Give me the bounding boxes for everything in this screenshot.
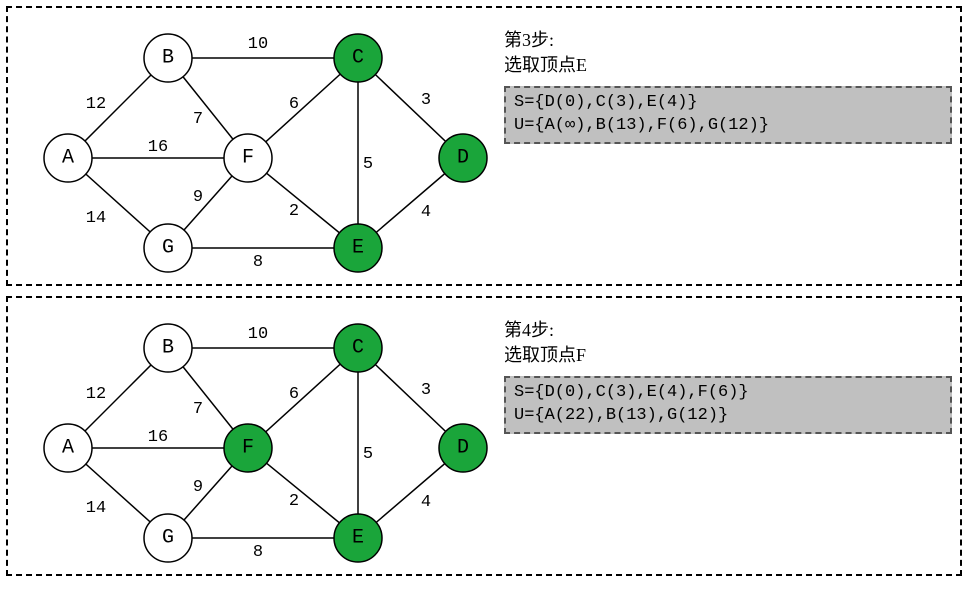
node-label-G: G	[162, 527, 174, 550]
edge-weight-A-F: 16	[148, 138, 168, 157]
info-box-3-line1: S={D(0),C(3),E(4)}	[514, 93, 698, 112]
edge-weight-B-C: 10	[248, 35, 268, 54]
edge-weight-E-D: 4	[421, 203, 431, 222]
node-label-B: B	[162, 47, 174, 70]
edge-weight-C-E: 5	[363, 445, 373, 464]
node-label-F: F	[242, 437, 254, 460]
node-label-G: G	[162, 237, 174, 260]
edge-weight-C-E: 5	[363, 155, 373, 174]
node-label-B: B	[162, 337, 174, 360]
step-title-3-line2: 选取顶点E	[504, 55, 587, 75]
edge-weight-G-F: 9	[193, 188, 203, 207]
edge-weight-A-G: 14	[86, 209, 106, 228]
node-label-E: E	[352, 527, 364, 550]
info-box-4-line2: U={A(22),B(13),G(12)}	[514, 406, 728, 425]
step-title-3-line1: 第3步:	[504, 30, 554, 50]
graph-svg-3: A B C D E F G 12 14 16 7 10 9 8 6 2 5 3 4	[8, 8, 508, 288]
node-label-C: C	[352, 337, 364, 360]
step-title-4-line2: 选取顶点F	[504, 345, 586, 365]
step-title-4-line1: 第4步:	[504, 320, 554, 340]
info-box-3: S={D(0),C(3),E(4)} U={A(∞),B(13),F(6),G(…	[504, 86, 952, 144]
edge-weight-A-B: 12	[86, 385, 106, 404]
edge-weight-A-G: 14	[86, 499, 106, 518]
edge-weight-A-B: 12	[86, 95, 106, 114]
edge-weight-G-E: 8	[253, 543, 263, 562]
edge-weight-B-C: 10	[248, 325, 268, 344]
edge-weight-F-E: 2	[289, 492, 299, 511]
node-label-F: F	[242, 147, 254, 170]
edge-weight-A-F: 16	[148, 428, 168, 447]
edge-weight-F-E: 2	[289, 202, 299, 221]
info-box-3-line2: U={A(∞),B(13),F(6),G(12)}	[514, 116, 769, 135]
node-label-C: C	[352, 47, 364, 70]
step-title-3: 第3步: 选取顶点E	[504, 28, 587, 78]
node-label-D: D	[457, 437, 469, 460]
info-box-4: S={D(0),C(3),E(4),F(6)} U={A(22),B(13),G…	[504, 376, 952, 434]
edge-weight-C-D: 3	[421, 381, 431, 400]
node-label-A: A	[62, 437, 74, 460]
step-panel-3: A B C D E F G 12 14 16 7 10 9 8 6 2 5 3 4 第3步: 选取顶点E S={D(…	[6, 6, 962, 286]
edge-weight-F-C: 6	[289, 95, 299, 114]
edge-weight-G-F: 9	[193, 478, 203, 497]
edge-weight-F-C: 6	[289, 385, 299, 404]
info-box-4-line1: S={D(0),C(3),E(4),F(6)}	[514, 383, 749, 402]
edge-weight-C-D: 3	[421, 91, 431, 110]
graph-svg-4: A B C D E F G 12 14 16 7 10 9 8 6 2 5 3 4	[8, 298, 508, 578]
edge-weight-E-D: 4	[421, 493, 431, 512]
edge-weight-B-F: 7	[193, 110, 203, 129]
edge-weight-G-E: 8	[253, 253, 263, 272]
step-title-4: 第4步: 选取顶点F	[504, 318, 586, 368]
step-panel-4: A B C D E F G 12 14 16 7 10 9 8 6 2 5 3 4 第4步: 选取顶点F S={D(…	[6, 296, 962, 576]
node-label-A: A	[62, 147, 74, 170]
node-label-E: E	[352, 237, 364, 260]
node-label-D: D	[457, 147, 469, 170]
edge-weight-B-F: 7	[193, 400, 203, 419]
